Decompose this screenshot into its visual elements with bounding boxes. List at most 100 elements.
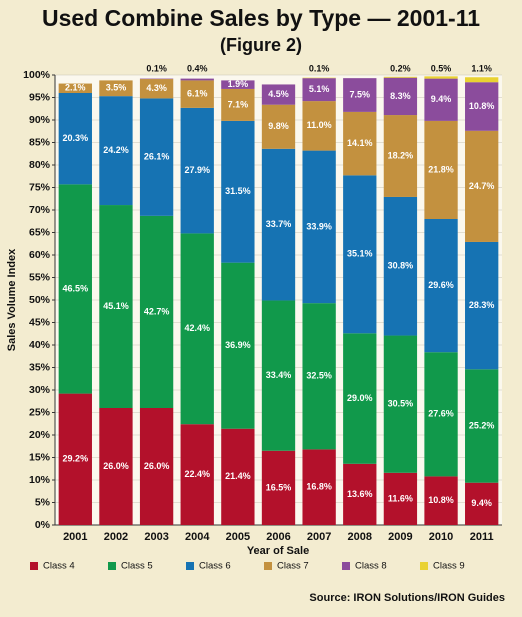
value-label: 26.1% — [144, 152, 170, 162]
value-label: 27.6% — [428, 409, 454, 419]
y-tick-label: 10% — [29, 474, 51, 486]
y-tick-label: 45% — [29, 316, 51, 328]
y-tick-label: 15% — [29, 451, 51, 463]
y-tick-label: 70% — [29, 204, 51, 216]
bar-segment — [58, 83, 92, 93]
value-label: 14.1% — [347, 138, 373, 148]
legend-label: Class 6 — [199, 561, 231, 572]
bar-segment — [343, 463, 377, 525]
value-label: 27.9% — [184, 165, 210, 175]
bar-segment — [139, 98, 174, 216]
value-label: 26.0% — [103, 461, 129, 471]
chart-subtitle: (Figure 2) — [220, 35, 302, 55]
bar-segment — [424, 352, 458, 477]
value-label: 30.5% — [388, 399, 414, 409]
bar-segment — [99, 408, 133, 525]
bar-segment — [261, 84, 296, 105]
legend-label: Class 9 — [433, 561, 465, 572]
bar-segment — [139, 408, 174, 525]
x-tick-label: 2009 — [388, 531, 412, 543]
value-label: 16.8% — [306, 482, 332, 492]
bar-segment — [99, 80, 133, 97]
chart-title: Used Combine Sales by Type — 2001-11 — [42, 5, 480, 31]
y-tick-label: 80% — [29, 159, 51, 171]
bar-segment — [424, 219, 458, 353]
value-label: 9.8% — [268, 121, 289, 131]
value-label: 42.7% — [144, 306, 170, 316]
bar-segment — [180, 424, 214, 525]
bar-segment — [383, 77, 418, 116]
bar-segment — [383, 115, 418, 197]
legend-swatch — [264, 562, 272, 570]
bar-segment — [383, 196, 418, 336]
value-label: 8.3% — [390, 91, 411, 101]
value-label: 2.1% — [65, 83, 86, 93]
x-tick-label: 2006 — [266, 531, 290, 543]
bar-segment — [58, 184, 92, 394]
bar-segment — [465, 241, 499, 370]
value-label: 6.1% — [187, 89, 208, 99]
value-label: 0.4% — [187, 63, 208, 73]
bar-segment — [302, 101, 336, 151]
source-note: Source: IRON Solutions/IRON Guides — [309, 592, 505, 604]
bar-segment — [465, 82, 499, 131]
value-label: 1.9% — [228, 79, 249, 89]
value-label: 36.9% — [225, 340, 251, 350]
legend-label: Class 5 — [121, 561, 153, 572]
value-label: 45.1% — [103, 301, 129, 311]
bar-segment — [465, 77, 499, 83]
y-tick-label: 30% — [29, 384, 51, 396]
value-label: 0.1% — [146, 63, 167, 73]
value-label: 25.2% — [469, 420, 495, 430]
legend-label: Class 8 — [355, 561, 387, 572]
value-label: 13.6% — [347, 489, 373, 499]
y-tick-label: 60% — [29, 249, 51, 261]
bar-segment — [99, 205, 133, 408]
bar-segment — [58, 393, 92, 525]
value-label: 5.1% — [309, 84, 330, 94]
bar-segment — [302, 78, 336, 102]
value-label: 9.4% — [471, 498, 492, 508]
value-label: 33.7% — [266, 219, 292, 229]
x-tick-label: 2011 — [470, 531, 494, 543]
bar-segment — [343, 175, 377, 334]
y-tick-label: 50% — [29, 294, 51, 306]
value-label: 4.3% — [146, 83, 167, 93]
bar-segment — [99, 96, 133, 206]
bar-segment — [465, 482, 499, 525]
value-label: 7.5% — [350, 89, 371, 99]
bar-segment — [180, 78, 214, 81]
legend-label: Class 4 — [43, 561, 75, 572]
bar-segment — [424, 120, 458, 219]
legend-swatch — [108, 562, 116, 570]
value-label: 21.8% — [428, 164, 454, 174]
bar-segment — [383, 335, 418, 473]
legend-swatch — [186, 562, 194, 570]
bar-segment — [139, 215, 174, 408]
bar-segment — [465, 130, 499, 242]
bar-segment — [302, 150, 336, 304]
x-tick-label: 2002 — [104, 531, 128, 543]
y-tick-label: 90% — [29, 114, 51, 126]
bar-segment — [180, 107, 214, 234]
legend-swatch — [420, 562, 428, 570]
bar-segment — [261, 450, 296, 525]
bar-segment — [383, 472, 418, 525]
y-tick-label: 5% — [35, 496, 51, 508]
bar-segment — [221, 262, 255, 429]
bar-segment — [180, 80, 214, 108]
value-label: 0.5% — [431, 63, 452, 73]
y-tick-label: 40% — [29, 339, 51, 351]
bar-segment — [343, 333, 377, 464]
value-label: 33.4% — [266, 370, 292, 380]
value-label: 9.4% — [431, 94, 452, 104]
x-tick-label: 2004 — [185, 531, 210, 543]
bar-segment — [221, 88, 255, 121]
value-label: 21.4% — [225, 471, 251, 481]
bar-segment — [221, 120, 255, 263]
y-tick-label: 85% — [29, 136, 51, 148]
value-label: 11.6% — [388, 493, 413, 503]
value-label: 0.2% — [390, 63, 411, 73]
bar-segment — [261, 148, 296, 301]
